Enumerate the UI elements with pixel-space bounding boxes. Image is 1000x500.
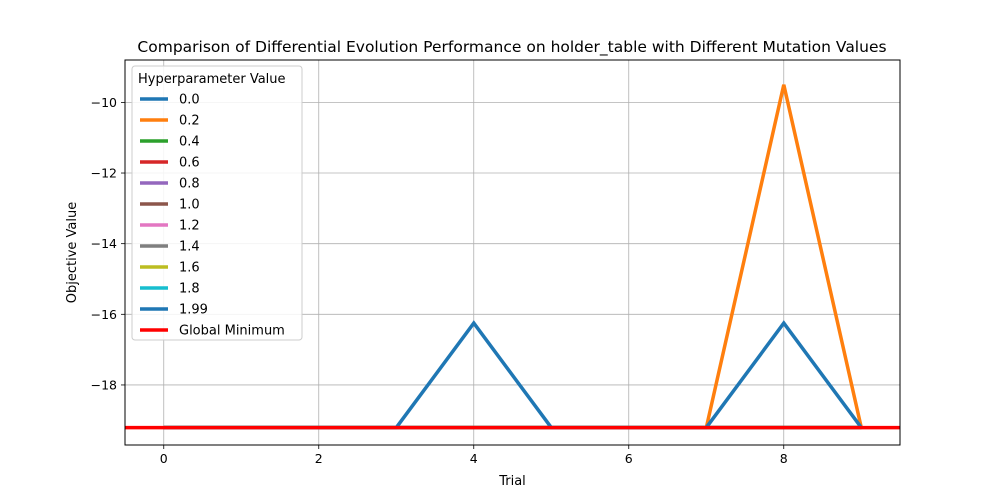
x-axis-label: Trial <box>498 474 526 489</box>
legend-entry: 1.4 <box>179 240 200 255</box>
legend-entry: 1.6 <box>179 261 200 276</box>
legend-entry: Global Minimum <box>179 324 285 339</box>
legend-entry: 1.8 <box>179 282 200 297</box>
y-tick-label: −10 <box>91 95 117 110</box>
y-axis-label: Objective Value <box>65 202 80 303</box>
legend-box <box>131 65 303 341</box>
y-tick-label: −16 <box>91 307 117 322</box>
x-tick-label: 0 <box>160 451 168 466</box>
legend-entry: 1.99 <box>179 303 208 318</box>
plot-area-frame <box>124 59 901 446</box>
legend-entry: 0.4 <box>179 135 200 150</box>
legend-entry: 1.2 <box>179 219 200 234</box>
x-tick-label: 2 <box>315 451 323 466</box>
legend-entry: 1.0 <box>179 198 200 213</box>
chart-title: Comparison of Differential Evolution Per… <box>137 38 886 57</box>
legend-title: Hyperparameter Value <box>138 72 286 87</box>
x-tick-label: 6 <box>625 451 633 466</box>
y-tick-label: −18 <box>91 377 117 392</box>
legend-entry: 0.0 <box>179 93 200 108</box>
y-tick-label: −12 <box>91 166 117 181</box>
legend-entry: 0.8 <box>179 177 200 192</box>
legend-entry: 0.2 <box>179 114 200 129</box>
x-tick-label: 8 <box>780 451 788 466</box>
legend: Hyperparameter Value 0.0 0.2 0.4 0.6 0.8 1.0 1.… <box>131 65 303 341</box>
series-layer <box>125 84 900 430</box>
y-tick-label: −14 <box>91 236 117 251</box>
x-tick-label: 4 <box>470 451 478 466</box>
legend-entry: 0.6 <box>179 156 200 171</box>
ticks: 0 2 4 6 8 −18 −16 −14 −12 −10 <box>91 95 788 466</box>
